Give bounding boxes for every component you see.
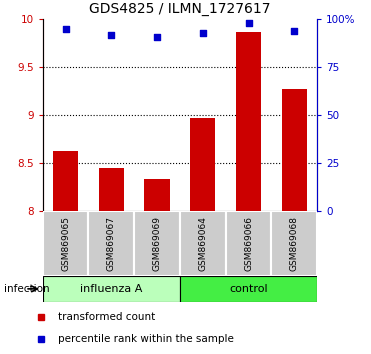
Text: control: control (229, 284, 268, 294)
Bar (226, 211, 272, 276)
Bar (43, 276, 180, 302)
Text: GSM869067: GSM869067 (107, 216, 116, 271)
Point (291, 28, 297, 34)
Point (154, 34, 160, 40)
Point (246, 21, 252, 26)
Bar (180, 211, 226, 276)
Point (63, 26, 69, 32)
Bar (282, 89, 307, 211)
Bar (190, 118, 216, 211)
Point (200, 30, 206, 36)
Title: GDS4825 / ILMN_1727617: GDS4825 / ILMN_1727617 (89, 2, 271, 16)
Bar (272, 211, 317, 276)
Text: GSM869066: GSM869066 (244, 216, 253, 271)
Text: GSM869069: GSM869069 (152, 216, 161, 271)
Bar (236, 32, 261, 211)
Bar (99, 168, 124, 211)
Text: GSM869065: GSM869065 (61, 216, 70, 271)
Bar (88, 211, 134, 276)
Text: GSM869064: GSM869064 (198, 216, 207, 271)
Text: percentile rank within the sample: percentile rank within the sample (58, 334, 234, 344)
Point (108, 32, 114, 38)
Text: infection: infection (4, 284, 49, 294)
Bar (43, 211, 88, 276)
Bar (53, 152, 78, 211)
Text: transformed count: transformed count (58, 312, 156, 322)
Bar (180, 276, 317, 302)
Bar (134, 211, 180, 276)
Text: GSM869068: GSM869068 (290, 216, 299, 271)
Text: influenza A: influenza A (80, 284, 142, 294)
Bar (144, 179, 170, 211)
